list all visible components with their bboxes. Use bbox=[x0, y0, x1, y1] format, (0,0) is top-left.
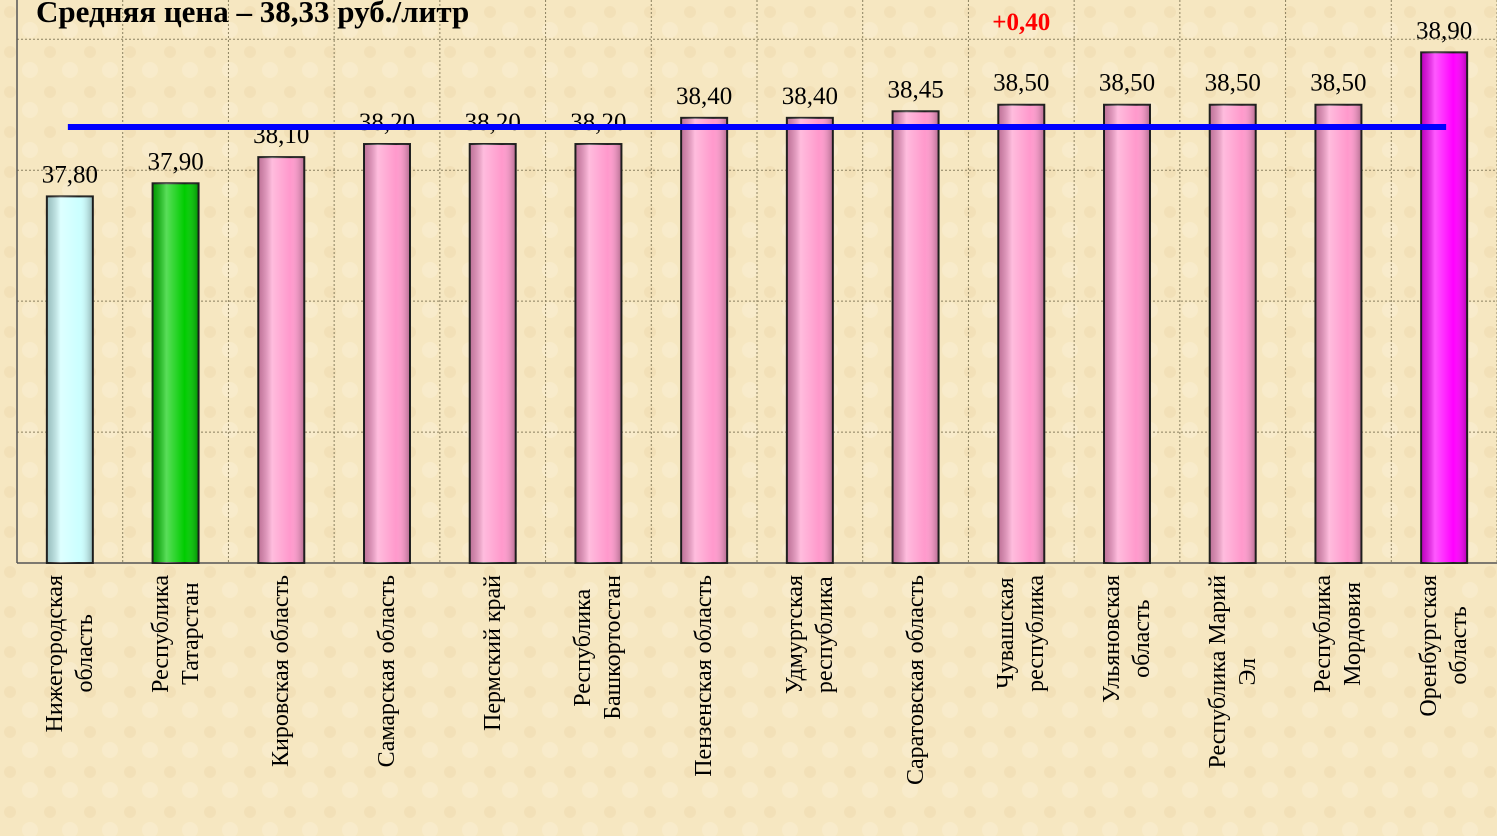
bar bbox=[1208, 103, 1257, 565]
x-tick-label: Республика Мордовия bbox=[1310, 575, 1367, 693]
value-label: 38,20 bbox=[465, 109, 521, 136]
value-label: 38,20 bbox=[359, 109, 415, 136]
value-label: 38,90 bbox=[1416, 17, 1472, 44]
bar bbox=[45, 195, 94, 564]
bar bbox=[468, 143, 517, 564]
value-label: 38,40 bbox=[782, 83, 838, 110]
bar bbox=[891, 110, 940, 564]
value-label: 37,80 bbox=[42, 161, 98, 188]
x-tick-label: Пензенская область bbox=[691, 575, 718, 777]
x-tick-label: Удмуртская республика bbox=[781, 575, 838, 695]
bar bbox=[1314, 103, 1363, 565]
x-tick-label: Республика Марий Эл bbox=[1204, 575, 1261, 769]
x-tick-label: Республика Татарстан bbox=[147, 575, 204, 693]
value-label: 38,50 bbox=[993, 70, 1049, 97]
x-tick-label: Республика Башкортостан bbox=[570, 575, 627, 720]
x-tick-label: Оренбургская область bbox=[1416, 575, 1473, 717]
bar bbox=[785, 116, 834, 564]
bar bbox=[997, 103, 1046, 565]
bar bbox=[574, 143, 623, 564]
x-tick-label: Самарская область bbox=[374, 575, 400, 768]
value-label: 38,50 bbox=[1099, 70, 1155, 97]
bar bbox=[1103, 103, 1151, 565]
value-label: 38,50 bbox=[1205, 70, 1261, 97]
bar bbox=[257, 156, 306, 564]
value-label: 38,20 bbox=[570, 109, 626, 136]
value-label: 38,45 bbox=[887, 76, 943, 103]
x-tick-label: Кировская область bbox=[268, 575, 295, 768]
chart-title: Средняя цена – 38,33 руб./литр bbox=[36, 0, 469, 29]
value-label: 38,40 bbox=[676, 83, 732, 110]
x-tick-label: Саратовская область bbox=[902, 575, 929, 786]
bar bbox=[680, 116, 729, 564]
value-label: 38,50 bbox=[1310, 70, 1366, 97]
bar bbox=[363, 143, 411, 564]
x-tick-label: Ульяновская область bbox=[1099, 575, 1155, 703]
x-tick-label: Чувашская республика bbox=[993, 575, 1050, 692]
value-label: 37,90 bbox=[147, 148, 203, 175]
annotation: +0,40 bbox=[992, 9, 1050, 36]
x-tick-label: Пермский край bbox=[479, 575, 506, 731]
x-tick-label: Нижегородская область bbox=[41, 575, 98, 733]
bar bbox=[151, 182, 200, 564]
